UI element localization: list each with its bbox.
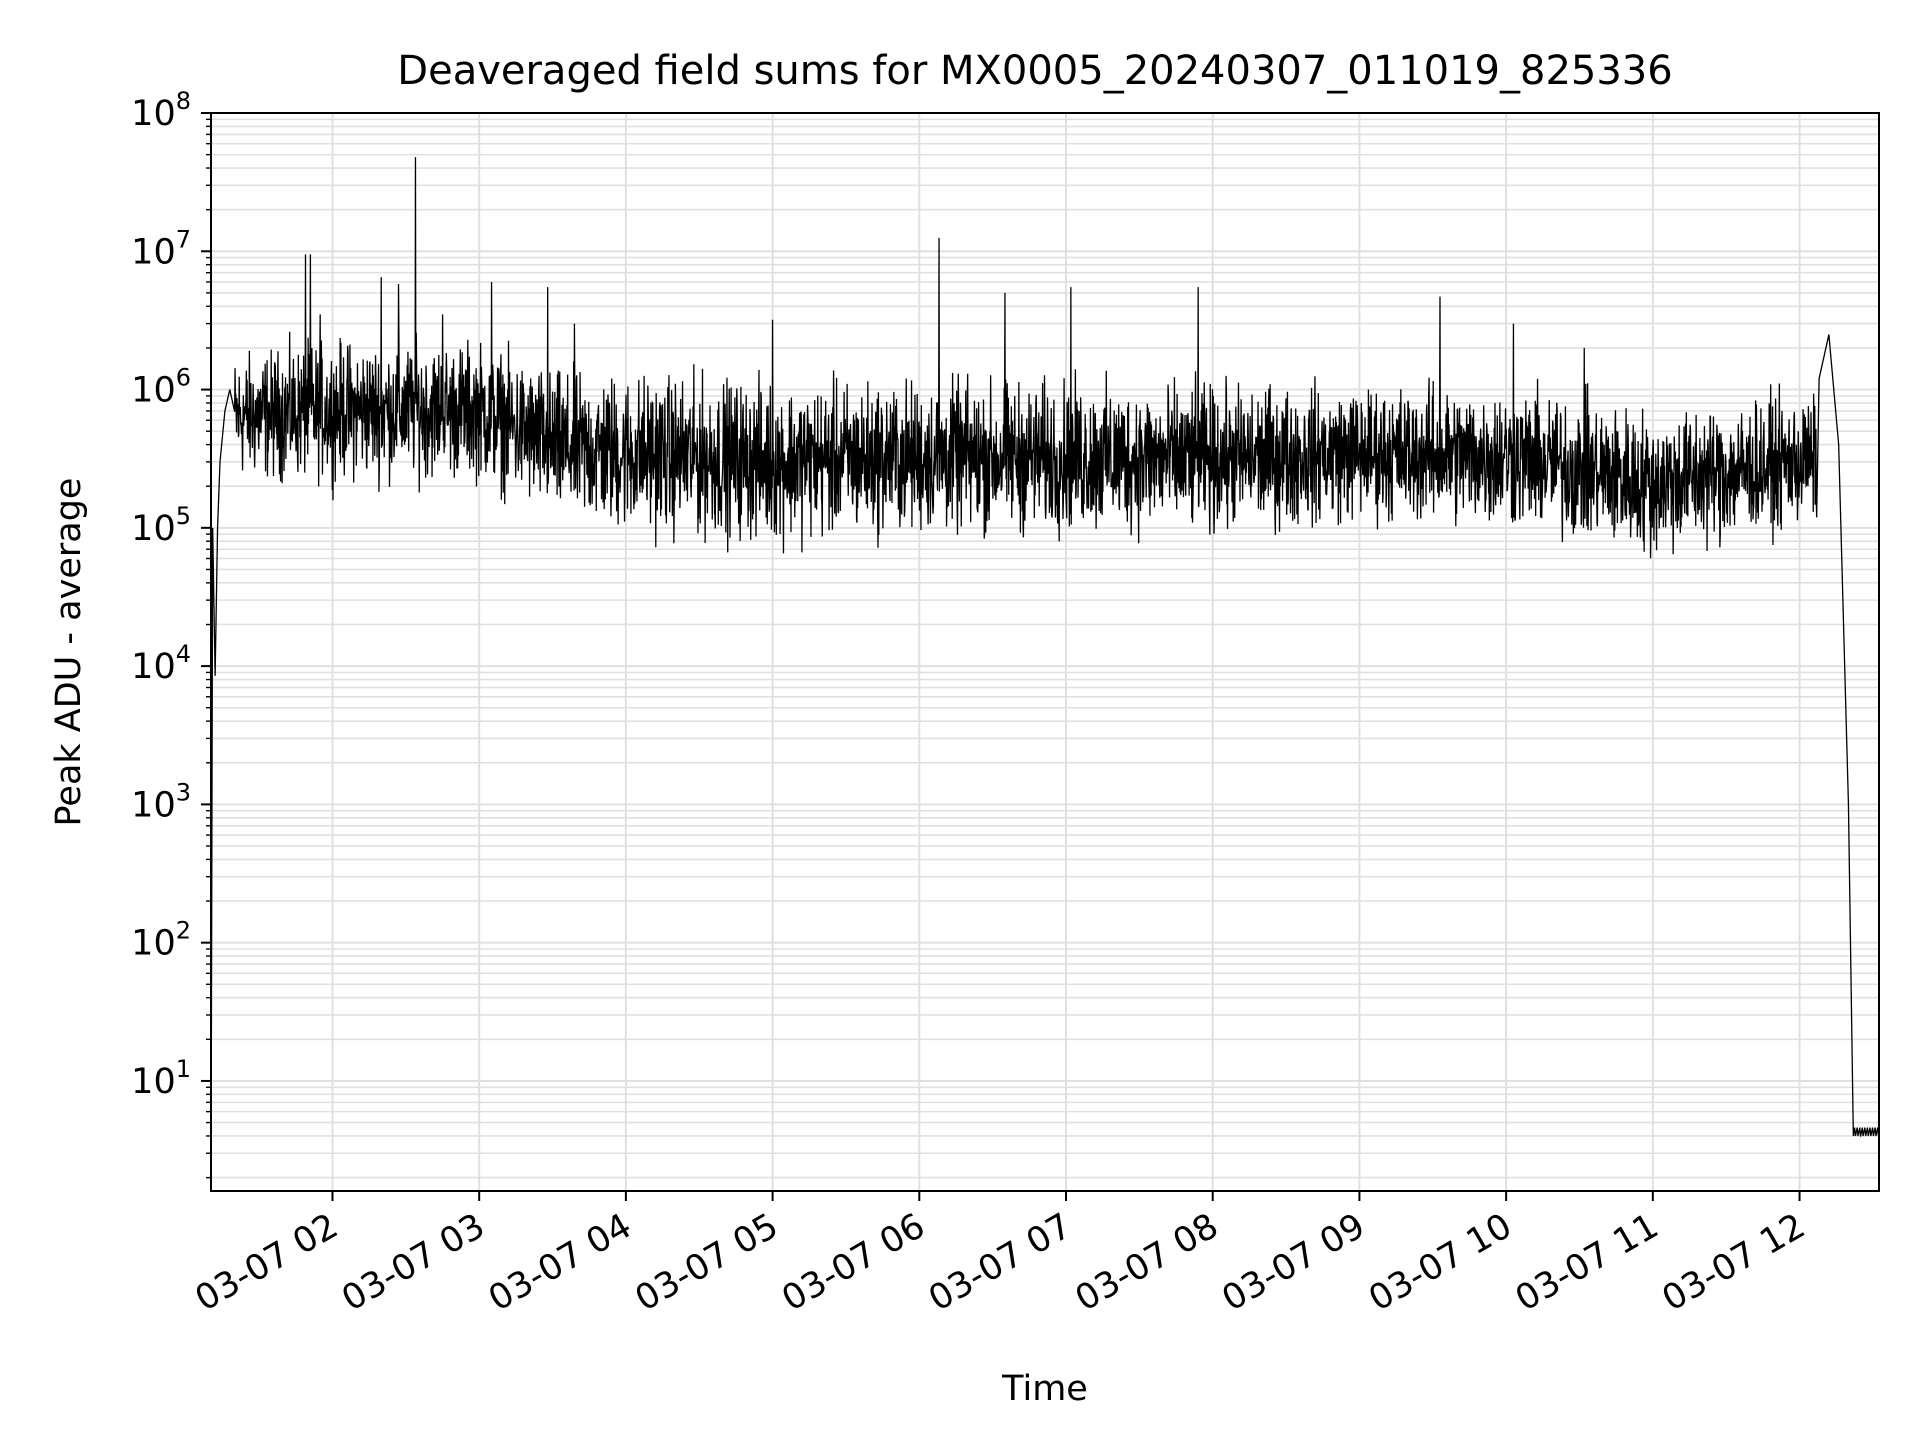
y-tick-label-base: 10: [131, 509, 176, 549]
y-tick-label-base: 10: [131, 94, 176, 134]
data-series: [211, 157, 1879, 1191]
x-axis-label: Time: [1001, 1369, 1088, 1409]
y-axis-label: Peak ADU - average: [49, 478, 89, 827]
y-tick-label-exponent: 3: [176, 778, 191, 806]
y-tick-label-exponent: 8: [176, 87, 191, 115]
y-tick-label-exponent: 6: [176, 364, 191, 392]
y-tick-label: 102: [131, 917, 191, 964]
plot-frame: [210, 112, 1880, 1192]
y-tick-label-base: 10: [131, 232, 176, 272]
y-tick-label: 108: [131, 87, 191, 134]
y-tick-label: 103: [131, 778, 191, 825]
y-tick-label-exponent: 5: [176, 502, 191, 530]
series-line: [211, 157, 1879, 1191]
y-tick-label-base: 10: [131, 785, 176, 825]
y-tick-label-base: 10: [131, 371, 176, 411]
chart-title: Deaveraged field sums for MX0005_2024030…: [397, 48, 1672, 94]
y-tick-label-exponent: 7: [176, 225, 191, 253]
y-tick-label: 104: [131, 640, 191, 687]
y-tick-label-exponent: 1: [176, 1055, 191, 1083]
y-tick-label-base: 10: [131, 924, 176, 964]
y-tick-label: 101: [131, 1055, 191, 1102]
y-tick-label-exponent: 2: [176, 917, 191, 945]
y-tick-label: 105: [131, 502, 191, 549]
y-tick-label: 107: [131, 225, 191, 272]
y-tick-label-base: 10: [131, 1062, 176, 1102]
y-tick-label-exponent: 4: [176, 640, 191, 668]
y-tick-label: 106: [131, 364, 191, 411]
y-tick-label-base: 10: [131, 647, 176, 687]
plot-area: [211, 157, 1879, 1191]
